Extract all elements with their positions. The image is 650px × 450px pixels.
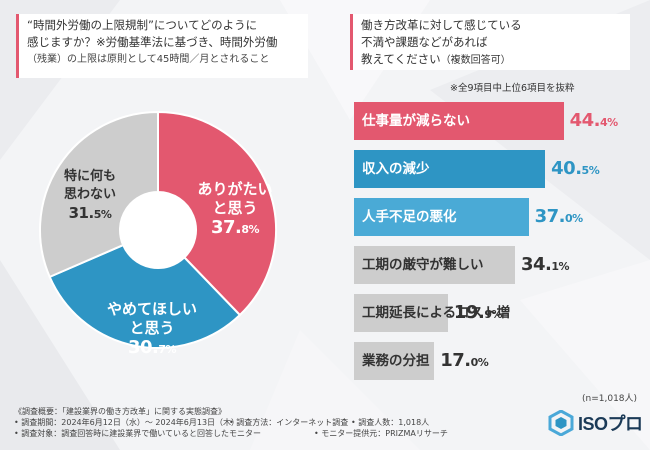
pie-label-agree-line2: と思う: [212, 199, 258, 217]
pie-value-agree-dec: 8: [241, 223, 249, 236]
pie-label-nothing-line1: 特に何も: [63, 169, 116, 184]
bar-value-2: 40.5%: [551, 158, 600, 179]
footer-period: • 調査期間：2024年6月12日（水）～ 2024年6月13日（木）: [14, 418, 240, 427]
hexagon-logo-icon: [548, 410, 574, 436]
pie-center-hole: [120, 192, 196, 268]
bar-label-2: 収入の減少: [362, 161, 430, 177]
left-question-box: “時間外労働の上限規制”についてどのように 感じますか？※労働基準法に基づき、時…: [16, 14, 308, 78]
footer-target: • 調査対象：調査回答時に建設業界で働いていると回答したモニター: [14, 429, 262, 438]
left-question-line2: 感じますか？※労働基準法に基づき、時間外労働: [27, 35, 278, 49]
pie-value-agree-int: 37.: [210, 217, 242, 238]
footer-count: • 調査人数：1,018人: [351, 418, 430, 427]
pie-label-agree-line1: ありがたい: [197, 180, 273, 198]
bar-row: 工期延長によるコスト増 19.9%: [354, 294, 644, 332]
bar-row: 収入の減少 40.5%: [354, 150, 644, 188]
pie-value-nothing-int: 31.: [68, 204, 95, 222]
bar-label-1: 仕事量が減らない: [362, 113, 470, 129]
pie-value-nothing: 31.5%: [50, 204, 130, 224]
footer-provider: • モニター提供元：PRIZMAリサーチ: [314, 429, 448, 438]
sample-size-note: (n=1,018人): [582, 394, 638, 404]
pie-label-stop-line2: と思う: [129, 319, 175, 337]
right-question-line2: 不満や課題などがあれば: [361, 35, 488, 49]
bar-row: 工期の厳守が難しい 34.1%: [354, 246, 644, 284]
bar-2: [354, 150, 546, 188]
bar-3: [354, 198, 529, 236]
footer-overview: 《調査概要：「建設業界の働き方改革」に関する実態調査》: [14, 407, 226, 416]
right-question-line3-sub: （複数回答可）: [440, 55, 511, 66]
right-question-line3-main: 教えてください: [361, 52, 441, 66]
pie-label-nothing: 特に何も 思わない 31.5%: [50, 168, 130, 224]
bar-chart: 仕事量が減らない 44.4% 収入の減少 40.5% 人手不足の悪化 37.0% 工期の厳守…: [354, 96, 644, 386]
survey-footer: 《調査概要：「建設業界の働き方改革」に関する実態調査》 • 調査期間：2024年…: [14, 406, 484, 439]
pie-label-agree: ありがたい と思う 37.8%: [190, 180, 280, 239]
right-question-box: 働き方改革に対して感じている 不満や課題などがあれば 教えてください（複数回答可…: [350, 14, 630, 70]
pie-value-agree-unit: %: [248, 223, 260, 236]
bar-value-3: 37.0%: [534, 206, 584, 227]
left-question-line3: （残業）の上限は原則として45時間／月とされること: [27, 54, 270, 65]
bar-row: 仕事量が減らない 44.4%: [354, 102, 644, 140]
bar-label-4: 工期の厳守が難しい: [362, 257, 484, 273]
bar-5: [354, 294, 448, 332]
bar-label-5: 工期延長によるコスト増: [362, 305, 511, 321]
brand-logo[interactable]: ISOプロ: [548, 410, 643, 436]
pie-label-nothing-line2: 思わない: [63, 187, 116, 202]
bar-6: [354, 342, 435, 380]
pie-value-nothing-unit: %: [100, 208, 112, 221]
bar-chart-note: ※全9項目中上位6項目を抜粋: [450, 83, 575, 94]
bar-value-4: 34.1%: [520, 254, 570, 275]
bar-value-6: 17.0%: [440, 350, 489, 371]
right-question-line1: 働き方改革に対して感じている: [361, 18, 522, 32]
bar-row: 人手不足の悪化 37.0%: [354, 198, 644, 236]
pie-value-agree: 37.8%: [190, 218, 280, 239]
bar-value-1: 44.4%: [569, 110, 619, 131]
right-question-line3: 教えてください（複数回答可）: [361, 51, 630, 69]
pie-chart: [39, 110, 277, 349]
pie-label-stop: やめてほしい と思う 30.7%: [92, 300, 212, 359]
pie-label-stop-line1: やめてほしい: [106, 300, 197, 318]
pie-value-stop: 30.7%: [92, 338, 212, 359]
logo-text: ISOプロ: [578, 414, 643, 434]
footer-method: • 調査方法：インターネット調査: [229, 418, 349, 427]
bar-row: 業務の分担 17.0%: [354, 342, 644, 380]
pie-value-stop-int: 30.: [127, 337, 159, 358]
bar-label-3: 人手不足の悪化: [362, 209, 457, 225]
pie-value-stop-dec: 7: [158, 343, 166, 356]
pie-value-nothing-dec: 5: [93, 208, 102, 221]
bar-1: [354, 102, 564, 140]
left-question-line1: “時間外労働の上限規制”についてどのように: [27, 18, 258, 32]
bar-4: [354, 246, 515, 284]
pie-value-stop-unit: %: [165, 343, 177, 356]
bar-label-6: 業務の分担: [362, 353, 430, 369]
bar-value-5: 19.9%: [453, 302, 503, 323]
